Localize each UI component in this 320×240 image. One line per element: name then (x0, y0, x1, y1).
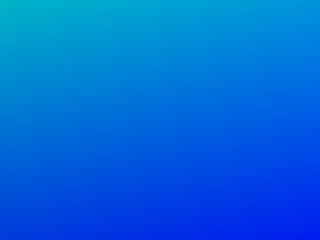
FancyBboxPatch shape (12, 35, 308, 210)
Text: DRAINING LYMPH
NODE: DRAINING LYMPH NODE (172, 40, 287, 68)
Text: Anterior surface: Anterior surface (18, 85, 114, 95)
Text: preauricular lymph node: preauricular lymph node (158, 154, 287, 164)
Text: parotid lymph nodes: parotid lymph nodes (158, 85, 266, 95)
Text: Lymphatic drainage: Lymphatic drainage (60, 13, 260, 31)
Text: submandibular nodes: submandibular nodes (158, 188, 271, 198)
Text: Medial surface: Medial surface (18, 188, 105, 198)
Text: Posterior surface: Posterior surface (18, 119, 120, 129)
Text: submandibular nodes: submandibular nodes (158, 119, 271, 129)
Text: Lateral surface: Lateral surface (18, 154, 107, 164)
Text: AREA OF TMJ: AREA OF TMJ (39, 48, 125, 60)
FancyBboxPatch shape (12, 35, 308, 73)
